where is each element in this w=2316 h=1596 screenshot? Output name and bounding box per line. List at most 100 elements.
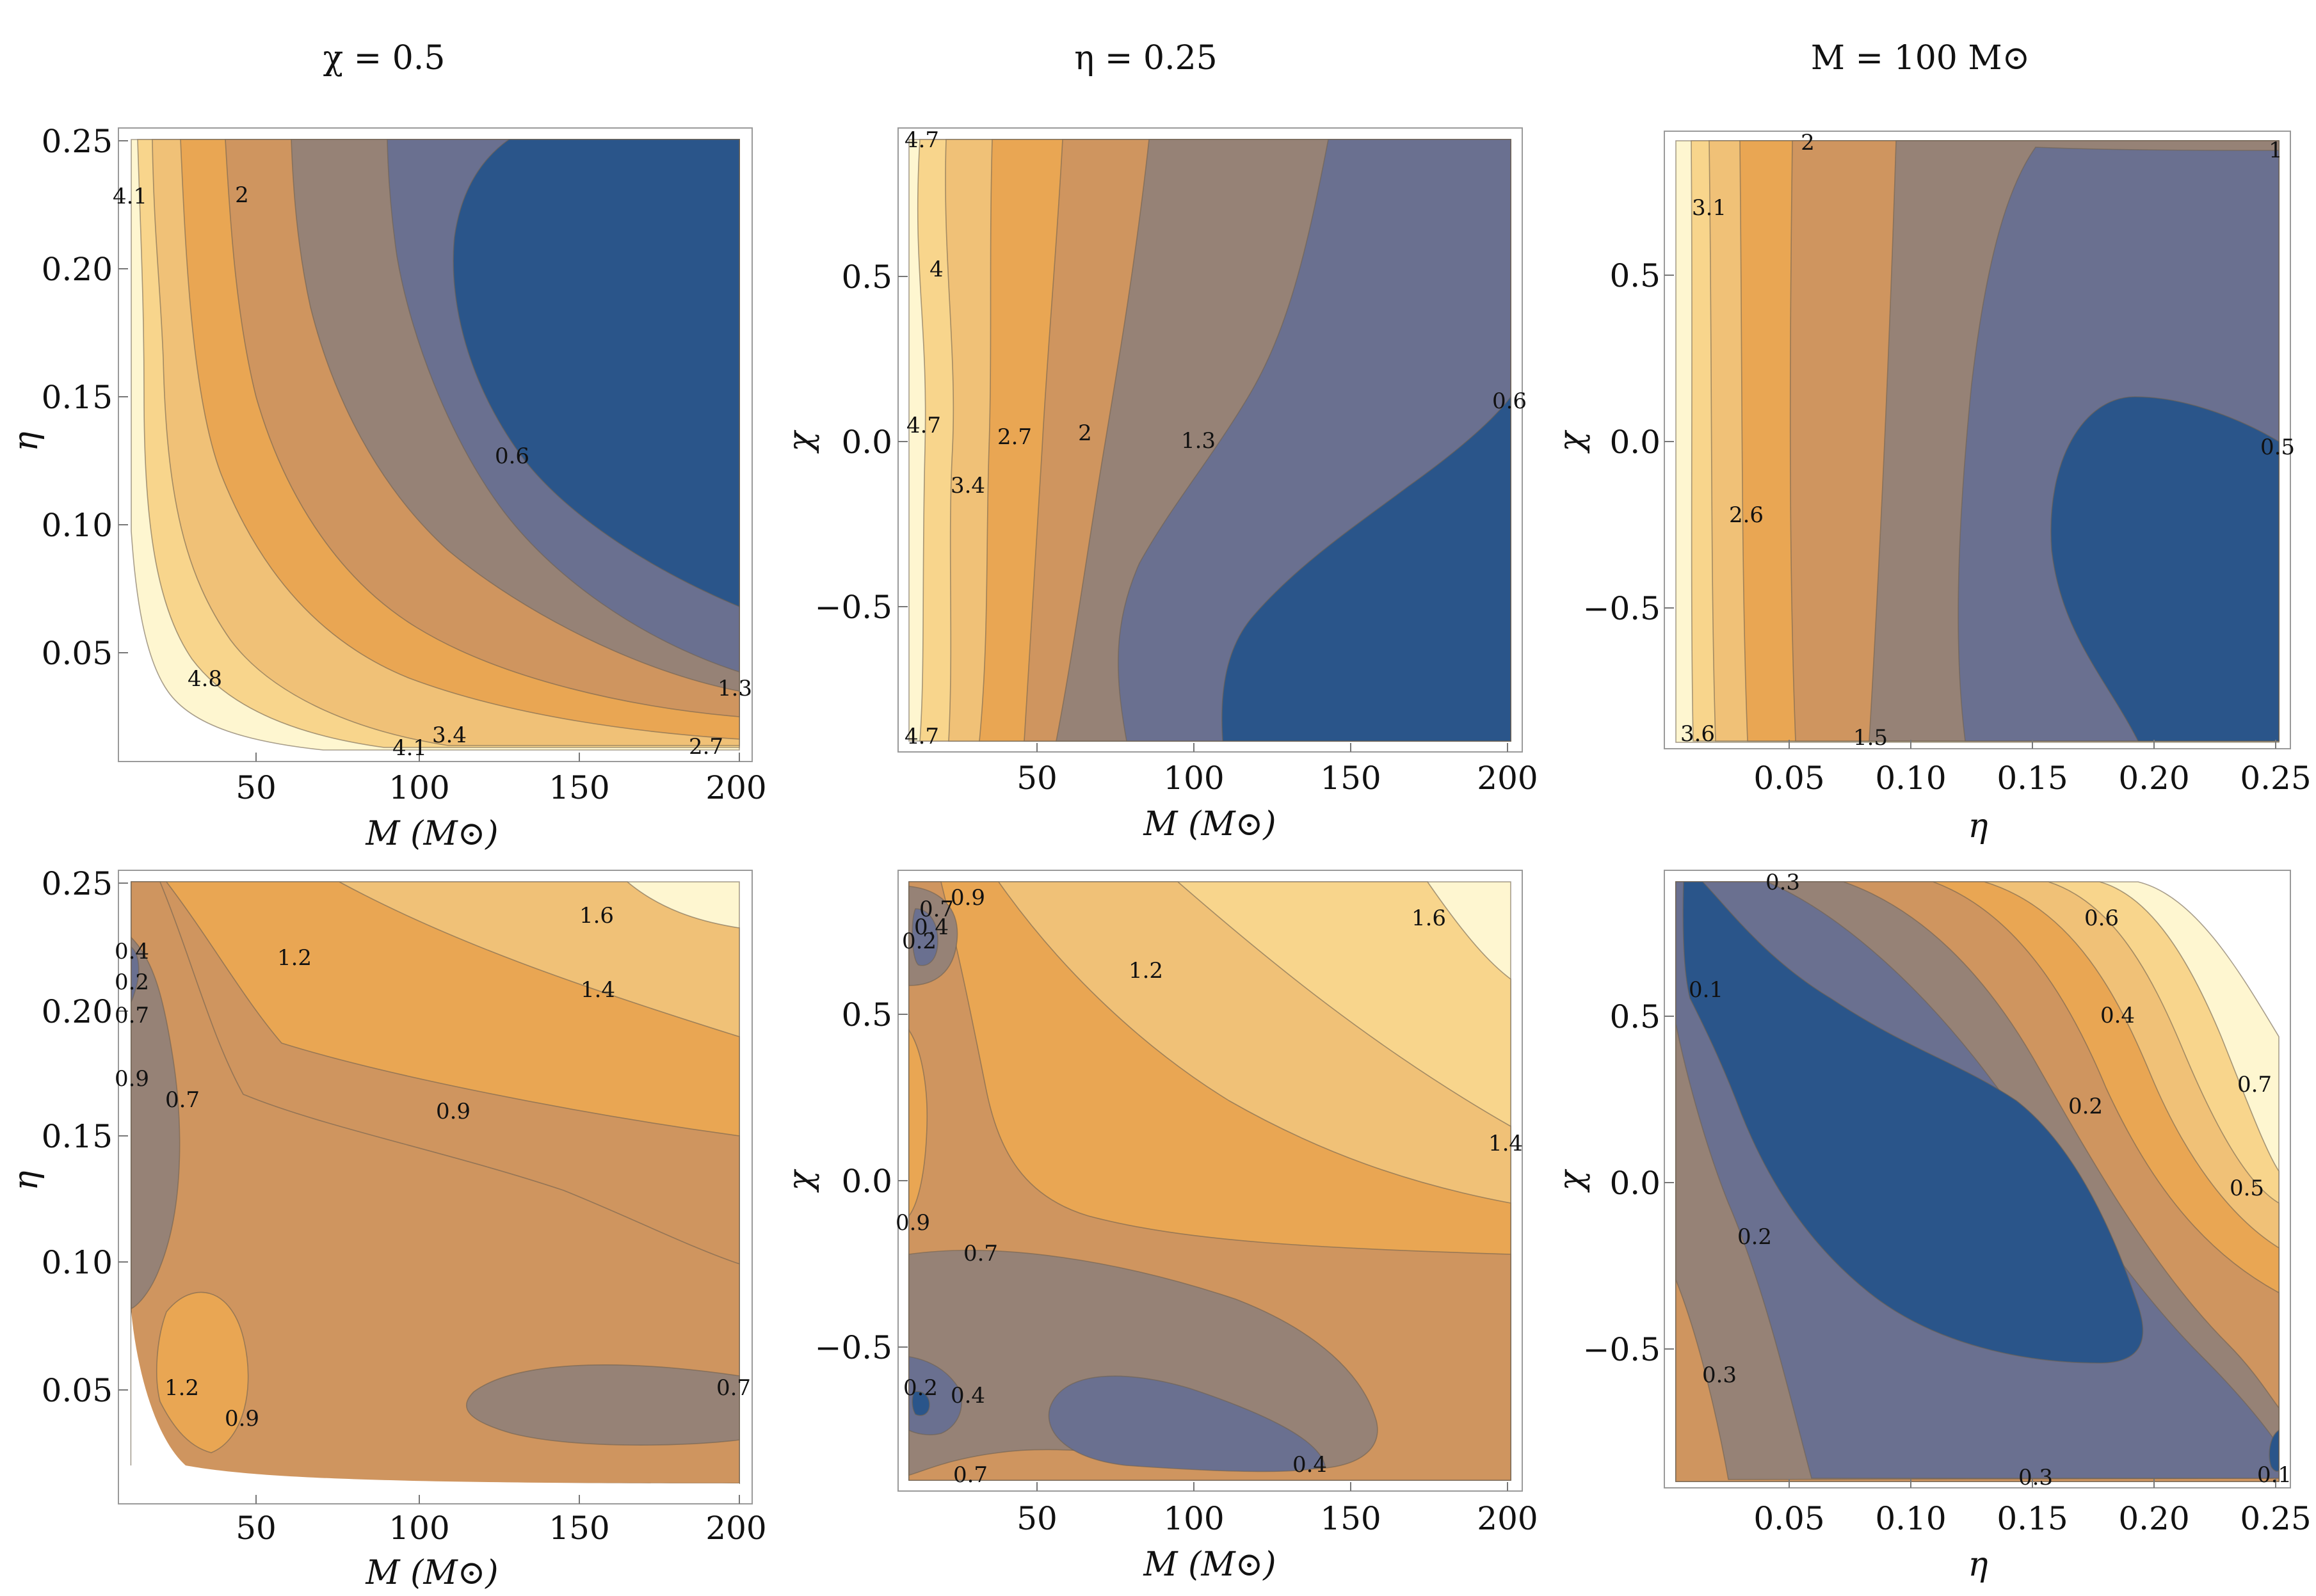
x-axis-label: M (M⊙)	[1143, 805, 1276, 843]
contour-label: 0.5	[2230, 1176, 2264, 1201]
contour-label: 0.7	[165, 1087, 200, 1113]
y-tick-label: 0.20	[42, 993, 113, 1030]
contour-label: 0.9	[115, 1066, 149, 1092]
y-tick-label: 0.25	[42, 865, 113, 902]
x-axis-label: M (M⊙)	[365, 1554, 498, 1592]
y-axis-label: η	[7, 1170, 45, 1190]
contour-label: 1.3	[718, 676, 752, 701]
band-6	[1048, 1375, 1326, 1472]
contour-label: 0.2	[115, 970, 149, 995]
panel-top-middle: 50 100 150 200 0.5 0.0 −0.5 M (M⊙) χ 4.7…	[782, 127, 1538, 843]
band-7	[1221, 395, 1511, 742]
y-axis-label: χ	[1552, 429, 1591, 454]
band-5	[466, 1364, 740, 1446]
x-tick-label: 200	[705, 1510, 766, 1547]
contour-label: 1.5	[1853, 725, 1888, 751]
x-tick-label: 150	[1320, 1500, 1381, 1537]
band-7	[2050, 396, 2280, 742]
x-tick-label: 100	[1163, 760, 1224, 797]
contour-label: 2.6	[1729, 502, 1764, 528]
contour-label: 2.7	[997, 424, 1032, 450]
y-tick-label: 0.05	[42, 1372, 113, 1409]
contour-label: 4.7	[906, 413, 941, 438]
contour-label: 0.9	[436, 1099, 470, 1124]
contour-label: 0.7	[919, 897, 954, 922]
plot-frame	[118, 870, 753, 1504]
contour-label: 1.4	[1488, 1131, 1523, 1156]
contour-label: 0.7	[2237, 1072, 2272, 1097]
y-tick-label: 0.25	[42, 123, 113, 160]
y-tick-label: 0.05	[42, 635, 113, 672]
contour-label: 1.6	[1411, 906, 1446, 931]
y-tick-label: −0.5	[815, 1329, 892, 1366]
column-title-mass: M = 100 M⊙	[1811, 39, 2030, 77]
panel-bottom-right: 0.05 0.10 0.15 0.20 0.25 0.5 0.0 −0.5 η …	[1552, 870, 2312, 1584]
column-title-eta: η = 0.25	[1074, 39, 1218, 77]
blank-corner	[128, 1312, 739, 1488]
x-tick-label: 100	[1163, 1500, 1224, 1537]
contour-label: 3.6	[1680, 721, 1715, 747]
contour-label: 0.6	[495, 443, 529, 469]
contour-label: 3.4	[951, 473, 985, 499]
y-tick-label: 0.15	[42, 379, 113, 416]
contour-label: 0.3	[1765, 870, 1800, 895]
contour-label: 2	[1078, 420, 1092, 446]
y-tick-label: −0.5	[815, 589, 892, 626]
contour-label: 0.2	[1737, 1224, 1772, 1250]
contour-label: 4	[929, 257, 944, 282]
y-tick-label: 0.0	[1609, 424, 1661, 461]
x-tick-label: 0.15	[1997, 1500, 2068, 1537]
x-tick-label: 150	[1320, 760, 1381, 797]
contour-label: 1.6	[579, 903, 614, 929]
x-tick-label: 100	[389, 1510, 449, 1547]
band-4	[131, 881, 740, 1484]
contour-label: 0.7	[963, 1241, 998, 1266]
contour-label: 0.4	[1292, 1452, 1327, 1478]
y-tick-label: 0.20	[42, 251, 113, 288]
contour-label: 1.3	[1181, 428, 1216, 454]
contour-label: 4.7	[905, 127, 939, 153]
x-tick-label: 0.25	[2240, 760, 2311, 797]
band-7	[912, 1391, 930, 1416]
panel-bottom-middle: 50 100 150 200 0.5 0.0 −0.5 M (M⊙) χ 0.7…	[782, 870, 1538, 1584]
band-3	[908, 1028, 928, 1218]
contour-label: 0.6	[1492, 388, 1527, 414]
contour-label: 1.4	[581, 977, 615, 1003]
band-7	[2269, 1429, 2280, 1472]
band-3	[156, 1291, 249, 1453]
panel-top-left: 50 100 150 200 0.05 0.10 0.15 0.20 0.25 …	[7, 123, 767, 853]
x-tick-label: 0.25	[2240, 1500, 2311, 1537]
x-axis-label: η	[1968, 807, 1988, 845]
band-6	[912, 908, 938, 966]
x-tick-label: 50	[236, 1510, 277, 1547]
x-axis-label: M (M⊙)	[365, 815, 498, 853]
x-tick-label: 0.15	[1997, 760, 2068, 797]
y-tick-label: 0.0	[1609, 1165, 1661, 1202]
x-tick-label: 0.05	[1753, 1500, 1824, 1537]
contour-label: 0.5	[2260, 435, 2295, 460]
x-tick-label: 0.20	[2118, 1500, 2189, 1537]
plot-frame	[1664, 870, 2291, 1488]
contour-label: 1	[2269, 138, 2283, 163]
contour-label: 4.8	[188, 666, 222, 692]
contour-label: 2.7	[689, 734, 723, 760]
y-axis-label: χ	[782, 1169, 820, 1193]
x-tick-label: 200	[1477, 760, 1538, 797]
x-tick-label: 200	[1477, 1500, 1538, 1537]
panel-bottom-left: 50 100 150 200 0.05 0.10 0.15 0.20 0.25 …	[7, 865, 767, 1592]
x-tick-label: 50	[236, 769, 277, 806]
y-tick-label: 0.15	[42, 1118, 113, 1155]
band-7	[453, 139, 740, 608]
contour-label: 0.3	[2018, 1465, 2053, 1490]
contour-label: 0.4	[914, 914, 949, 940]
band-7	[131, 946, 140, 1003]
y-axis-label: χ	[782, 429, 820, 454]
contour-label: 0.7	[953, 1462, 988, 1488]
y-axis-label: χ	[1552, 1169, 1591, 1193]
plot-frame	[897, 127, 1523, 753]
contour-label: 0.9	[896, 1210, 930, 1236]
y-tick-label: 0.10	[42, 507, 113, 544]
y-tick-label: −0.5	[1583, 1331, 1661, 1368]
x-tick-label: 0.10	[1875, 760, 1946, 797]
